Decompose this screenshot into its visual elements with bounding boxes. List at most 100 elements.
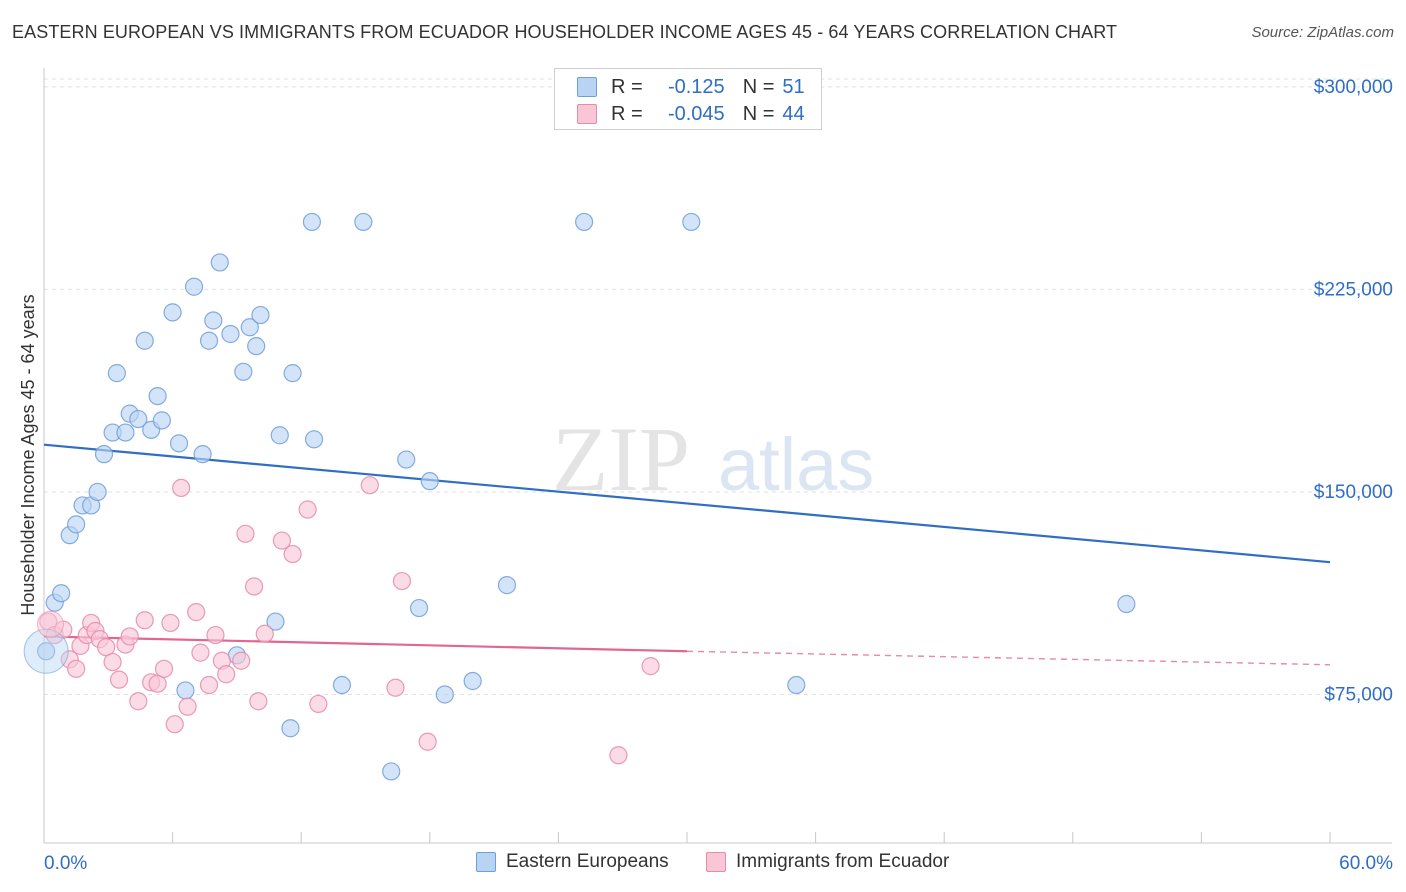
data-point: [163, 303, 182, 322]
data-point: [283, 364, 302, 383]
stats-row-ecuador: R = -0.045 N = 44: [577, 101, 805, 127]
data-point: [232, 651, 251, 670]
data-point: [236, 524, 255, 543]
data-point: [266, 612, 285, 631]
legend-swatch-ecuador: [706, 852, 726, 872]
axes: [43, 68, 1392, 844]
stats-r-label: R =: [611, 102, 643, 125]
stats-n-value: 51: [782, 75, 805, 98]
stats-n-label: N =: [742, 102, 775, 125]
data-point: [187, 603, 206, 622]
data-point: [249, 692, 268, 711]
data-point: [247, 337, 266, 356]
legend-swatch-eastern: [476, 852, 496, 872]
source-label: Source: ZipAtlas.com: [1251, 24, 1394, 41]
y-axis-label: Householder Income Ages 45 - 64 years: [18, 294, 38, 615]
data-point: [309, 694, 328, 714]
data-point: [199, 331, 219, 350]
data-point: [298, 500, 317, 519]
data-point: [88, 482, 107, 502]
stats-swatch-eastern: [577, 77, 597, 97]
watermark: ZIP atlas: [552, 408, 874, 510]
stats-n-label: N =: [742, 75, 775, 98]
data-point: [272, 531, 292, 550]
y-tick-label: $75,000: [1324, 684, 1393, 705]
data-point: [193, 445, 212, 464]
legend-item-eastern[interactable]: Eastern Europeans: [476, 851, 669, 873]
data-point: [178, 697, 197, 716]
data-point: [240, 318, 259, 337]
data-point: [135, 331, 154, 350]
data-point: [497, 576, 517, 595]
data-point: [210, 253, 229, 272]
legend: Eastern Europeans Immigrants from Ecuado…: [0, 851, 1406, 877]
stats-r-value: -0.045: [667, 102, 725, 125]
data-point: [409, 598, 429, 618]
data-points: [23, 212, 1136, 781]
data-point: [221, 324, 240, 344]
data-point: [161, 613, 180, 633]
data-point: [283, 544, 302, 564]
stats-r-value: -0.125: [667, 75, 725, 98]
data-point: [204, 311, 223, 330]
data-point: [67, 515, 86, 534]
y-tick-label: $300,000: [1314, 77, 1393, 98]
watermark-atlas: atlas: [718, 423, 874, 506]
data-point: [281, 719, 300, 738]
stats-row-eastern: R = -0.125 N = 51: [577, 74, 805, 100]
data-point: [382, 762, 401, 781]
data-point: [217, 665, 236, 684]
data-point: [255, 624, 274, 643]
data-point: [420, 472, 439, 491]
data-point: [609, 746, 628, 765]
data-point: [129, 692, 148, 711]
data-point: [270, 426, 289, 445]
data-point: [641, 657, 660, 676]
tick-labels: $75,000 $150,000 $225,000 $300,000 0.0% 60.0%: [44, 77, 1393, 874]
data-point: [37, 642, 56, 661]
y-tick-label: $225,000: [1314, 279, 1393, 300]
data-point: [463, 671, 482, 691]
data-point: [107, 364, 126, 383]
data-point: [787, 675, 806, 695]
data-point: [67, 659, 86, 678]
legend-label-ecuador: Immigrants from Ecuador: [736, 851, 950, 872]
data-point: [199, 675, 219, 695]
data-point: [36, 610, 64, 638]
data-point: [397, 450, 416, 469]
data-point: [169, 434, 189, 453]
legend-item-ecuador[interactable]: Immigrants from Ecuador: [706, 851, 949, 873]
chart-title: EASTERN EUROPEAN VS IMMIGRANTS FROM ECUA…: [12, 22, 1118, 42]
data-point: [148, 386, 167, 406]
data-point: [682, 212, 701, 232]
data-point: [109, 670, 129, 689]
data-point: [360, 476, 379, 495]
data-point: [129, 409, 148, 429]
data-point: [165, 715, 184, 734]
data-point: [302, 212, 322, 232]
data-point: [191, 643, 210, 662]
data-point: [94, 445, 114, 464]
data-point: [120, 627, 139, 646]
data-point: [172, 478, 191, 498]
data-point: [418, 732, 437, 751]
grid-lines: [44, 78, 1392, 695]
trend-line: [43, 443, 1331, 564]
data-point: [52, 584, 71, 603]
data-point: [354, 212, 373, 232]
y-tick-label: $150,000: [1314, 482, 1393, 503]
data-point: [116, 423, 135, 442]
data-point: [152, 411, 171, 430]
x-tick-label: 0.0%: [44, 853, 87, 874]
data-point: [1117, 594, 1136, 614]
data-point: [251, 305, 270, 325]
data-point: [103, 652, 122, 672]
stats-n-value: 44: [782, 102, 805, 125]
data-point: [392, 571, 412, 591]
data-point: [435, 685, 454, 704]
trend-line: [43, 635, 688, 653]
data-point: [575, 212, 594, 232]
trend-line-extension: [686, 650, 1331, 666]
x-tick-label: 60.0%: [1339, 853, 1393, 874]
data-point: [304, 430, 324, 449]
